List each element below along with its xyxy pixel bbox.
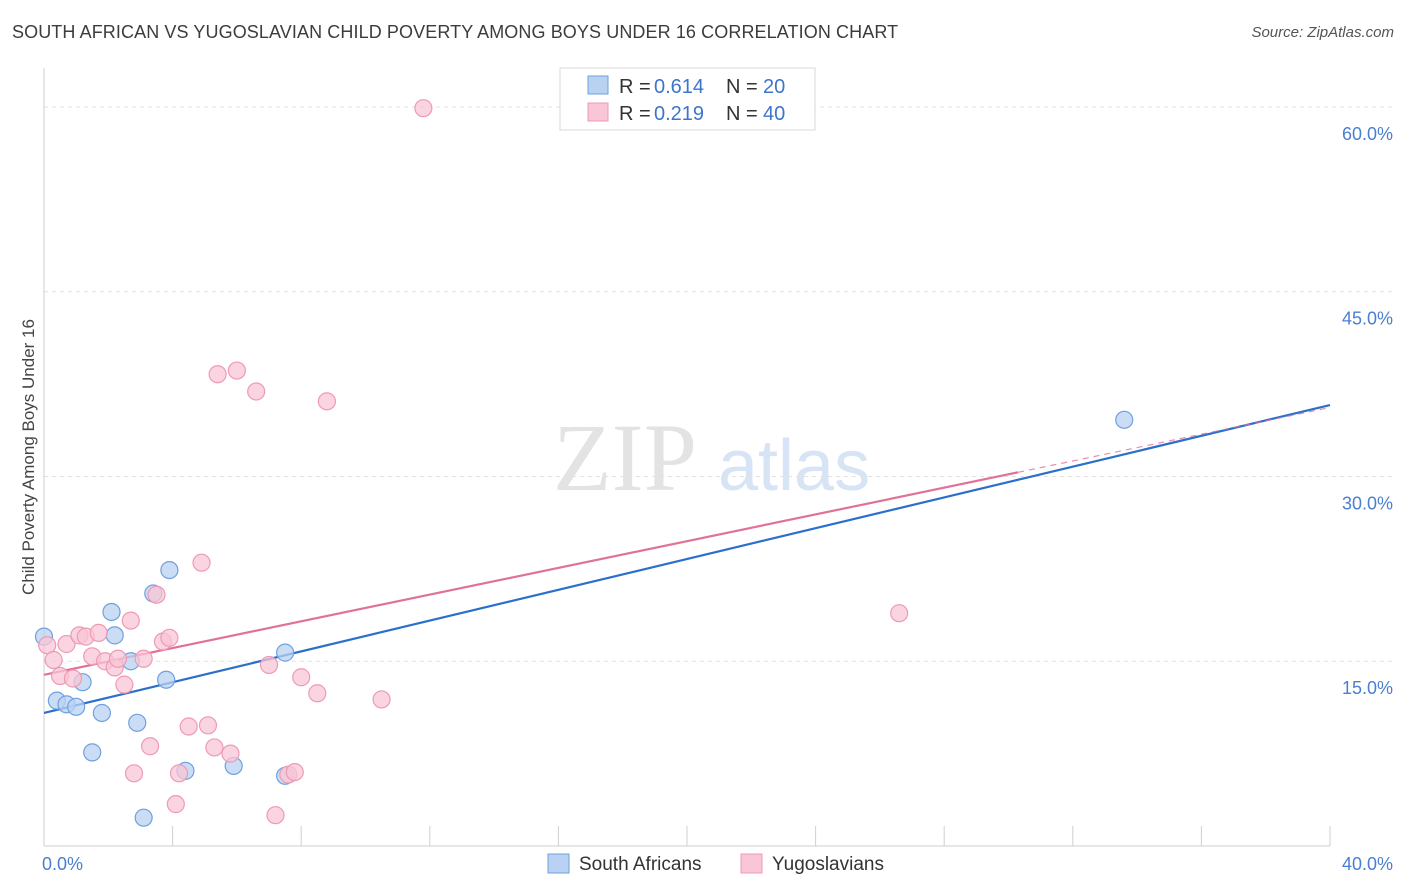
point-south-africans-18 xyxy=(276,643,295,662)
chart-source: Source: ZipAtlas.com xyxy=(1251,24,1394,41)
point-yugoslavians-26 xyxy=(208,365,227,384)
legend-n-label-yugoslavians: N = xyxy=(726,103,758,125)
point-south-africans-14 xyxy=(160,560,179,580)
legend-r-label-south-africans: R = xyxy=(619,76,651,98)
point-south-africans-8 xyxy=(105,626,124,645)
trend-line-south-africans xyxy=(43,403,1331,715)
point-yugoslavians-34 xyxy=(292,668,311,687)
point-south-africans-7 xyxy=(102,602,121,622)
point-south-africans-19 xyxy=(1115,410,1134,429)
legend-r-label-yugoslavians: R = xyxy=(619,103,651,125)
point-yugoslavians-12 xyxy=(115,675,134,694)
point-yugoslavians-17 xyxy=(147,585,166,604)
data-points xyxy=(34,99,1134,827)
point-yugoslavians-15 xyxy=(134,649,153,668)
chart-title: SOUTH AFRICAN VS YUGOSLAVIAN CHILD POVER… xyxy=(12,22,899,42)
point-yugoslavians-11 xyxy=(108,649,128,668)
point-yugoslavians-29 xyxy=(247,382,266,401)
point-yugoslavians-3 xyxy=(57,634,76,654)
point-south-africans-11 xyxy=(134,808,153,827)
y-axis-label: Child Poverty Among Boys Under 16 xyxy=(19,319,38,595)
y-tick-label-15: 15.0% xyxy=(1342,678,1393,698)
legend-n-label-south-africans: N = xyxy=(726,76,758,98)
point-yugoslavians-22 xyxy=(179,717,198,736)
legend-r-value-south-africans: 0.614 xyxy=(654,76,704,98)
point-yugoslavians-30 xyxy=(259,655,279,675)
bottom-legend-label-south-africans: South Africans xyxy=(579,854,702,875)
x-tick-labels: 0.0% 40.0% xyxy=(42,854,1393,874)
point-yugoslavians-19 xyxy=(160,628,179,647)
trend-lines xyxy=(43,403,1331,715)
axes xyxy=(43,68,1331,847)
point-south-africans-6 xyxy=(92,703,111,723)
point-yugoslavians-16 xyxy=(140,737,160,756)
watermark-atlas: atlas xyxy=(718,426,870,506)
point-yugoslavians-23 xyxy=(192,553,211,572)
y-tick-label-45: 45.0% xyxy=(1342,309,1393,329)
point-south-africans-13 xyxy=(157,670,176,689)
point-yugoslavians-21 xyxy=(169,764,189,783)
point-south-africans-10 xyxy=(128,713,147,732)
point-yugoslavians-31 xyxy=(266,806,285,825)
point-yugoslavians-27 xyxy=(221,744,240,763)
point-yugoslavians-35 xyxy=(308,684,327,703)
legend-n-value-south-africans: 20 xyxy=(763,76,785,98)
point-yugoslavians-20 xyxy=(166,795,185,814)
bottom-legend: South Africans Yugoslavians xyxy=(547,853,884,875)
legend-box: R = 0.614 N = 20 R = 0.219 N = 40 xyxy=(559,67,816,131)
point-yugoslavians-39 xyxy=(890,604,909,623)
watermark: ZIP atlas xyxy=(553,404,870,511)
point-yugoslavians-14 xyxy=(124,764,144,783)
point-yugoslavians-8 xyxy=(89,623,108,643)
bottom-legend-swatch-south-africans xyxy=(547,853,570,874)
legend-r-value-yugoslavians: 0.219 xyxy=(654,103,704,125)
trend-line-extension-yugoslavians xyxy=(1018,406,1331,473)
bottom-legend-swatch-yugoslavians xyxy=(740,853,763,874)
bottom-legend-label-yugoslavians: Yugoslavians xyxy=(772,854,884,875)
point-yugoslavians-28 xyxy=(227,361,246,380)
x-tick-label-0: 0.0% xyxy=(42,854,83,874)
trend-line-yugoslavians xyxy=(43,471,1019,676)
point-south-africans-3 xyxy=(67,697,86,716)
x-tick-label-40: 40.0% xyxy=(1342,854,1393,874)
point-yugoslavians-37 xyxy=(372,690,391,709)
legend-swatch-yugoslavians xyxy=(587,102,609,122)
legend-n-value-yugoslavians: 40 xyxy=(763,103,785,125)
point-yugoslavians-25 xyxy=(205,738,224,757)
watermark-zip: ZIP xyxy=(553,404,697,511)
y-tick-label-30: 30.0% xyxy=(1342,493,1393,513)
point-yugoslavians-38 xyxy=(414,99,433,118)
y-tick-labels: 15.0% 30.0% 45.0% 60.0% xyxy=(1342,124,1393,698)
point-yugoslavians-36 xyxy=(317,392,337,411)
point-yugoslavians-33 xyxy=(285,762,304,782)
point-yugoslavians-13 xyxy=(121,611,140,630)
point-yugoslavians-4 xyxy=(63,669,83,688)
point-south-africans-5 xyxy=(83,743,102,762)
point-yugoslavians-24 xyxy=(198,716,218,735)
grid-lines xyxy=(44,106,1392,662)
y-tick-label-60: 60.0% xyxy=(1342,124,1393,144)
legend-swatch-south-africans xyxy=(587,75,609,95)
point-yugoslavians-1 xyxy=(44,650,63,670)
